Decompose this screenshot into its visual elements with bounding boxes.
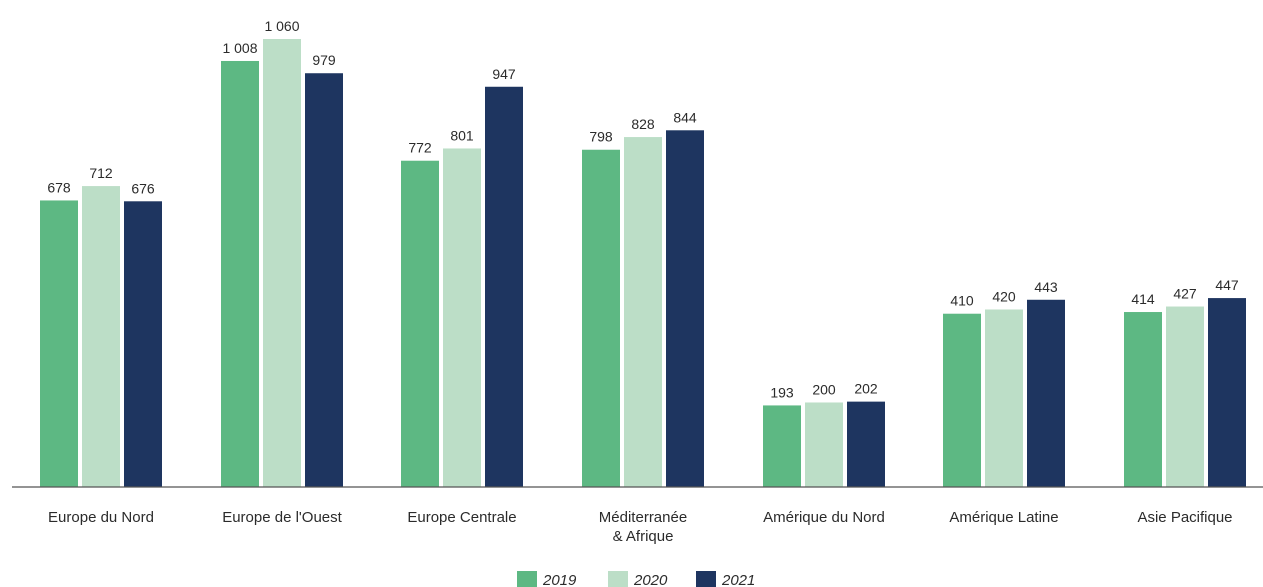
value-label-2019-1: 1 008 [222,40,257,56]
category-label-4: Amérique du Nord [763,509,885,526]
legend-label-2021: 2021 [721,572,755,587]
value-label-2021-6: 447 [1215,277,1239,293]
category-label-0: Europe du Nord [48,509,154,526]
category-label-line: Europe de l'Ouest [222,509,342,526]
legend-swatch-2020 [608,571,628,587]
value-label-2020-5: 420 [992,288,1016,304]
bar-2019-0 [40,200,78,488]
legend-swatch-2019 [517,571,537,587]
category-label-line: Amérique du Nord [763,509,885,526]
bar-2021-3 [666,130,704,487]
bar-2020-3 [624,137,662,487]
bar-2019-5 [943,313,981,487]
bar-2021-1 [305,73,343,488]
bar-2020-5 [985,309,1023,487]
category-label-line: & Afrique [613,528,674,545]
bar-2019-2 [401,160,439,487]
value-label-2021-2: 947 [492,66,516,82]
category-label-line: Europe du Nord [48,509,154,526]
value-label-2020-4: 200 [812,381,836,397]
value-label-2019-3: 798 [589,129,613,145]
bars-layer [40,39,1246,488]
bar-2021-0 [124,201,162,487]
category-label-1: Europe de l'Ouest [222,509,342,526]
value-label-2019-5: 410 [950,293,974,309]
bar-2020-0 [82,186,120,488]
bar-2021-4 [847,401,885,487]
value-label-2020-3: 828 [631,116,655,132]
category-label-line: Asie Pacifique [1137,509,1232,526]
category-label-6: Asie Pacifique [1137,509,1232,526]
value-label-2021-1: 979 [312,52,336,68]
value-label-2020-6: 427 [1173,286,1197,302]
bar-2019-1 [221,60,259,488]
value-label-2019-0: 678 [47,179,71,195]
category-label-5: Amérique Latine [949,509,1058,526]
category-label-line: Europe Centrale [407,509,516,526]
category-labels-layer: Europe du Nord Europe de l'Ouest Europe Ce… [48,509,1232,545]
value-label-2021-5: 443 [1034,279,1058,295]
legend: 2019 2020 2021 [517,571,755,587]
bar-2020-6 [1166,306,1204,487]
bar-2020-4 [805,402,843,487]
bar-2020-1 [263,39,301,487]
bar-2021-5 [1027,299,1065,487]
category-label-2: Europe Centrale [407,509,516,526]
bar-2019-3 [582,149,620,488]
value-label-2021-0: 676 [131,180,155,196]
category-label-line: Amérique Latine [949,509,1058,526]
value-label-2020-2: 801 [450,127,474,143]
bar-2019-6 [1124,312,1162,487]
value-label-2020-1: 1 060 [264,18,299,34]
value-label-2021-4: 202 [854,381,878,397]
bar-2021-2 [485,86,523,488]
category-label-3: Méditerranée & Afrique [599,509,687,545]
category-label-line: Méditerranée [599,509,687,526]
value-label-2019-4: 193 [770,384,794,400]
legend-swatch-2021 [696,571,716,587]
bar-2020-2 [443,148,481,487]
legend-label-2020: 2020 [633,572,668,587]
value-label-2020-0: 712 [89,165,113,181]
bar-2021-6 [1208,298,1246,487]
value-label-2019-6: 414 [1131,291,1155,307]
bar-2019-4 [763,405,801,487]
legend-label-2019: 2019 [542,572,577,587]
value-label-2021-3: 844 [673,109,697,125]
value-labels-layer: 678 712 676 1 008 1 060 979 772 801 947 798 828 844… [47,18,1239,400]
value-label-2019-2: 772 [408,140,432,156]
